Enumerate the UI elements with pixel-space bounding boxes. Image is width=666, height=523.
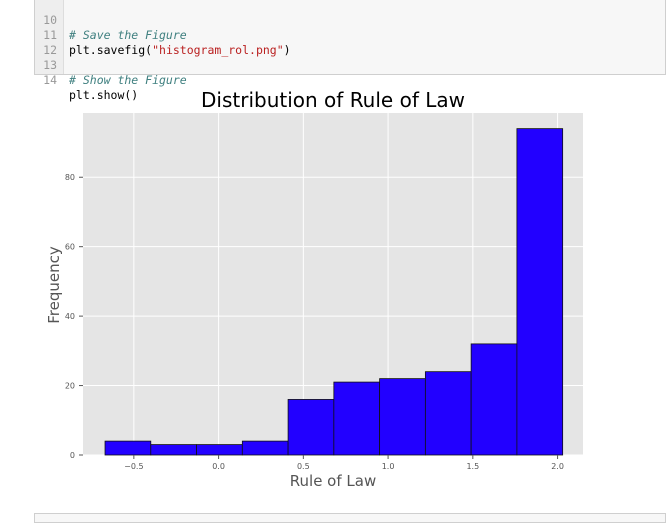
code-line: 14 plt.show() (35, 58, 665, 102)
code-call: plt.savefig( (69, 43, 153, 57)
line-number: 11 (43, 28, 57, 42)
line-number: 10 (43, 13, 57, 27)
histogram-chart: −0.5 0.0 0.5 1.0 1.5 2.0 0 20 40 60 80 Distribution… (45, 88, 583, 490)
code-line: 11 plt.savefig("histogram_rol.png") (35, 13, 665, 57)
code-cell[interactable]: 10 # Save the Figure 11 plt.savefig("his… (34, 0, 666, 102)
histogram-bar (333, 381, 381, 456)
code-line: 12 (35, 28, 665, 57)
code-text: plt.savefig("histogram_rol.png") (69, 43, 291, 58)
x-tick-label: 0.5 (297, 462, 310, 471)
x-tick-label: 1.0 (382, 462, 395, 471)
histogram-bar (287, 399, 335, 456)
y-tick-label: 60 (65, 243, 75, 252)
line-number-gutter (35, 0, 64, 74)
code-text: plt.show() (69, 88, 139, 102)
line-number: 12 (43, 43, 57, 57)
histogram-bar (424, 371, 472, 456)
y-tick-label: 40 (65, 312, 75, 321)
histogram-bar (379, 378, 426, 456)
histogram-bar (470, 343, 518, 456)
histogram-bar (150, 444, 197, 456)
code-call-close: ) (283, 43, 291, 57)
x-tick-label: −0.5 (124, 462, 143, 471)
x-tick-label: 1.5 (466, 462, 479, 471)
code-line: 10 # Save the Figure (35, 0, 665, 42)
histogram-bar (241, 440, 289, 456)
y-tick-label: 20 (65, 382, 75, 391)
histogram-bar (516, 128, 564, 456)
y-tick-label: 0 (70, 451, 75, 460)
x-tick-label: 0.0 (212, 462, 225, 471)
histogram-bar (196, 444, 243, 456)
chart-title: Distribution of Rule of Law (201, 88, 465, 112)
y-axis-label: Frequency (45, 246, 63, 324)
code-comment: # Show the Figure (69, 73, 187, 87)
line-number: 13 (43, 58, 57, 72)
x-tick-label: 2.0 (551, 462, 564, 471)
code-string: "histogram_rol.png" (152, 43, 284, 57)
histogram-bar (104, 440, 152, 456)
line-number: 14 (43, 73, 57, 87)
x-axis-label: Rule of Law (290, 472, 376, 490)
code-line: 13 # Show the Figure (35, 43, 665, 87)
next-code-cell[interactable] (34, 513, 666, 523)
code-comment: # Save the Figure (69, 28, 187, 42)
y-tick-label: 80 (65, 173, 75, 182)
output-figure: −0.5 0.0 0.5 1.0 1.5 2.0 0 20 40 60 80 Distribution… (0, 80, 666, 500)
